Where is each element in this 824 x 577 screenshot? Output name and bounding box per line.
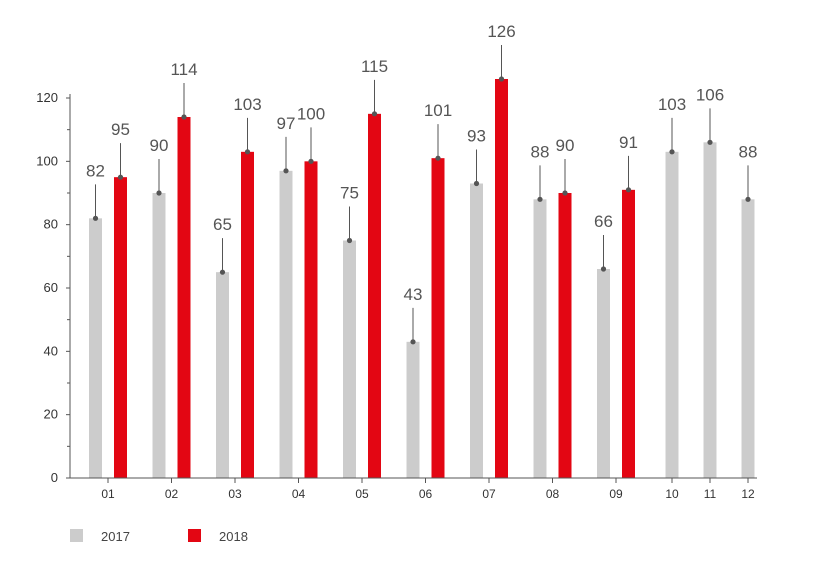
- bar-2017: [703, 142, 717, 479]
- y-tick-label: 0: [51, 470, 58, 485]
- legend-label-2017: 2017: [101, 529, 130, 544]
- data-label: 114: [170, 60, 197, 79]
- bar-2017: [279, 170, 293, 479]
- data-point-marker: [498, 76, 505, 82]
- x-tick-label: 11: [704, 487, 717, 501]
- data-point-marker: [219, 269, 226, 275]
- data-point-marker: [181, 114, 187, 120]
- bar-2018: [304, 161, 318, 479]
- legend-swatch-2018: [188, 529, 201, 542]
- x-tick-label: 05: [355, 487, 369, 501]
- data-point-marker: [346, 237, 353, 244]
- data-label: 97: [277, 114, 296, 133]
- data-point-marker: [537, 196, 543, 202]
- bar-2017: [470, 183, 483, 478]
- bar-2017: [597, 269, 610, 478]
- data-point-marker: [707, 139, 713, 145]
- data-point-marker: [244, 149, 251, 155]
- bar-2018: [368, 113, 381, 478]
- data-point-marker: [435, 155, 441, 161]
- bar-2018: [495, 79, 508, 478]
- axes-layer: 0 20 40 60 80 100 120 01 02 03 04 05 06 07 08 09 10 11 12: [36, 90, 757, 501]
- data-point-marker: [156, 190, 162, 196]
- data-point-marker: [410, 339, 416, 345]
- bar-2017: [216, 272, 229, 478]
- y-tick-label: 100: [36, 153, 58, 168]
- data-point-marker: [117, 174, 124, 180]
- data-label: 88: [531, 142, 550, 161]
- y-tick-label: 20: [44, 407, 58, 422]
- data-point-marker: [562, 190, 568, 196]
- data-label: 115: [361, 57, 388, 76]
- data-point-marker: [473, 180, 480, 187]
- data-label: 91: [619, 133, 638, 152]
- data-point-marker: [308, 158, 314, 164]
- data-label: 88: [739, 142, 758, 161]
- x-tick-label: 03: [228, 487, 242, 501]
- bar-2017: [665, 151, 679, 479]
- data-label: 100: [297, 104, 325, 123]
- data-label: 90: [556, 136, 575, 155]
- bar-2018: [558, 193, 572, 478]
- bar-2017: [741, 199, 755, 479]
- legend-swatch-2017: [70, 529, 83, 542]
- data-labels-layer: 82 95 90 114 65 103 97 100 75 115 43 101 93 126 88 90 66…: [86, 22, 758, 345]
- data-label: 103: [658, 95, 686, 114]
- data-label: 65: [213, 215, 232, 234]
- bar-2018: [177, 117, 191, 478]
- data-label: 90: [150, 136, 169, 155]
- y-tick-label: 120: [36, 90, 58, 105]
- data-label: 66: [594, 212, 613, 231]
- bars-layer: [89, 79, 755, 479]
- legend: 2017 2018: [70, 529, 248, 544]
- x-tick-label: 02: [165, 487, 179, 501]
- y-tick-label: 80: [44, 217, 58, 232]
- bar-2017: [533, 199, 547, 479]
- data-label: 82: [86, 161, 105, 180]
- data-label: 93: [467, 127, 486, 146]
- x-tick-label: 06: [419, 487, 433, 501]
- data-point-marker: [371, 111, 378, 117]
- y-tick-label: 60: [44, 280, 58, 295]
- bar-2018: [431, 158, 445, 478]
- x-tick-label: 01: [101, 487, 115, 501]
- bar-2017: [89, 218, 102, 479]
- x-tick-label: 07: [482, 487, 496, 501]
- x-tick-label: 10: [665, 487, 679, 501]
- bar-2017: [406, 341, 420, 478]
- legend-label-2018: 2018: [219, 529, 248, 544]
- data-point-marker: [669, 149, 675, 155]
- bar-2017: [152, 193, 166, 478]
- data-point-marker: [283, 168, 289, 174]
- data-label: 95: [111, 120, 130, 139]
- bar-2018: [241, 151, 254, 479]
- data-label: 126: [487, 22, 515, 41]
- data-point-marker: [600, 266, 607, 272]
- x-tick-label: 12: [741, 487, 755, 501]
- bar-2018: [622, 189, 635, 479]
- data-point-marker: [625, 187, 632, 193]
- data-point-marker: [92, 215, 99, 221]
- data-label: 106: [696, 85, 724, 104]
- data-point-marker: [745, 196, 751, 202]
- data-label: 103: [233, 95, 261, 114]
- data-label: 43: [404, 285, 423, 304]
- x-tick-label: 08: [546, 487, 560, 501]
- data-label: 75: [340, 184, 359, 203]
- bar-2018: [114, 177, 127, 478]
- y-tick-label: 40: [44, 343, 58, 358]
- bar-2017: [343, 240, 356, 478]
- x-tick-label: 04: [292, 487, 306, 501]
- x-tick-label: 09: [609, 487, 623, 501]
- data-label: 101: [424, 101, 452, 120]
